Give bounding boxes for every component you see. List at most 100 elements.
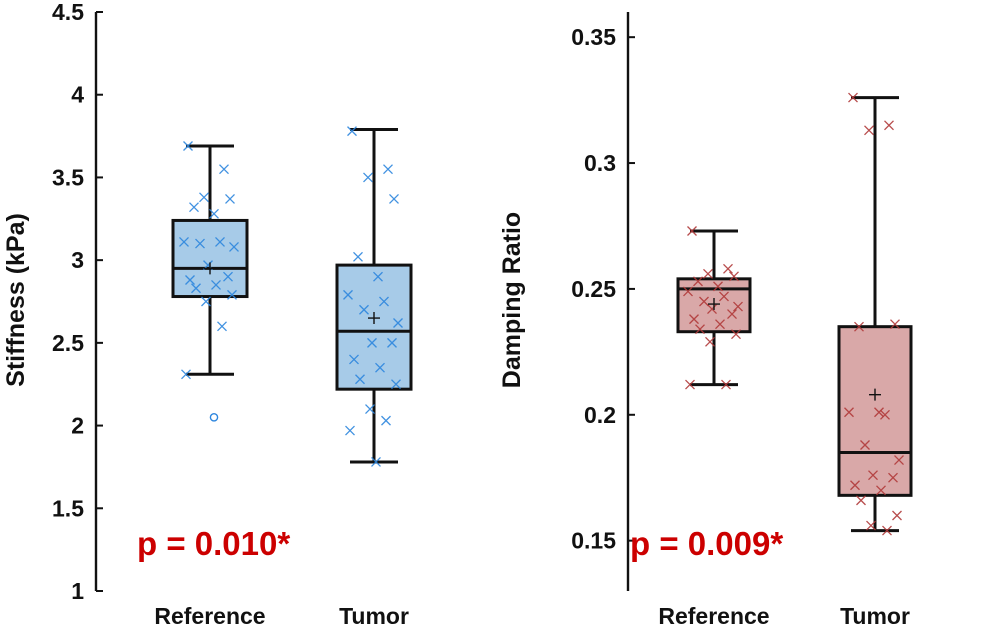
data-point — [183, 141, 193, 151]
data-point — [375, 362, 385, 373]
y-tick-label: 0.25 — [571, 276, 616, 302]
data-point — [733, 301, 743, 312]
data-point — [353, 251, 363, 262]
data-point — [707, 304, 717, 315]
data-point — [345, 425, 355, 436]
data-point — [890, 319, 900, 330]
data-point — [723, 263, 733, 274]
data-point — [189, 202, 199, 213]
data-point — [215, 236, 225, 247]
data-point — [719, 291, 729, 302]
y-tick-label: 1 — [71, 578, 84, 604]
data-point — [731, 329, 741, 340]
data-point — [729, 271, 739, 282]
data-point — [393, 318, 403, 328]
p-value-annotation: p = 0.010* — [137, 525, 290, 562]
y-tick-label: 2.5 — [52, 330, 84, 356]
data-point — [373, 271, 383, 282]
data-point — [860, 440, 870, 450]
data-point — [876, 485, 886, 496]
data-point — [894, 455, 904, 466]
data-point — [695, 324, 705, 335]
box-group-tumor: Tumor — [335, 126, 413, 629]
mean-marker — [708, 298, 720, 311]
iqr-box — [335, 263, 413, 391]
data-point — [884, 120, 894, 131]
data-point — [367, 337, 377, 348]
data-point — [185, 275, 195, 285]
x-category-label: Reference — [658, 603, 769, 629]
data-point — [363, 172, 373, 183]
data-point — [683, 286, 693, 297]
data-point — [379, 296, 389, 307]
y-tick-label: 1.5 — [52, 495, 84, 521]
data-point — [195, 238, 205, 249]
data-point — [347, 126, 357, 137]
data-point — [685, 379, 695, 390]
data-point — [727, 309, 737, 320]
data-point — [715, 319, 725, 330]
data-point — [349, 354, 359, 365]
mean-marker — [368, 312, 380, 325]
outlier-point — [209, 412, 219, 422]
data-point — [693, 276, 703, 287]
y-tick-label: 0.2 — [584, 402, 616, 428]
data-point — [868, 470, 878, 481]
y-tick-label: 0.35 — [571, 24, 616, 50]
x-category-label: Tumor — [840, 603, 910, 629]
data-point — [343, 289, 353, 300]
data-point — [381, 415, 391, 426]
data-point — [229, 241, 239, 252]
data-point — [391, 379, 401, 390]
y-tick-label: 3.5 — [52, 164, 84, 190]
data-point — [689, 314, 699, 325]
y-tick-label: 3 — [71, 247, 84, 273]
data-point — [201, 296, 211, 307]
data-point — [209, 208, 219, 219]
data-point — [866, 520, 876, 531]
data-point — [223, 271, 233, 282]
data-point — [699, 296, 709, 307]
y-axis-label: Damping Ratio — [498, 212, 526, 388]
data-point — [211, 279, 221, 290]
data-point — [848, 92, 858, 103]
data-point — [874, 407, 884, 418]
data-point — [713, 281, 723, 292]
data-point — [856, 495, 866, 506]
data-point — [181, 369, 191, 380]
data-point — [383, 164, 393, 175]
y-tick-label: 0.15 — [571, 528, 616, 554]
data-point — [844, 407, 854, 418]
box-group-reference: Reference — [658, 226, 770, 629]
y-tick-label: 4.5 — [52, 0, 84, 25]
x-category-label: Reference — [154, 603, 265, 629]
data-point — [355, 374, 365, 385]
x-category-label: Tumor — [339, 603, 409, 629]
data-point — [888, 472, 898, 483]
stiffness-panel: 1 1.5 2 2.5 3 3.5 4 4.5 Stiffness (kPa) Reference… — [2, 0, 413, 629]
data-point — [880, 409, 890, 420]
y-tick-label: 0.3 — [584, 150, 616, 176]
data-point — [217, 321, 227, 332]
data-point — [371, 457, 381, 467]
y-axis-label: Stiffness (kPa) — [2, 213, 30, 387]
data-point — [850, 480, 860, 491]
p-value-annotation: p = 0.009* — [630, 525, 783, 562]
mean-marker — [869, 388, 881, 401]
data-point — [705, 336, 715, 347]
data-point — [219, 164, 229, 175]
mean-marker — [204, 262, 216, 275]
data-point — [882, 525, 892, 536]
data-point — [687, 226, 697, 236]
iqr-box — [171, 218, 249, 299]
data-point — [191, 283, 201, 294]
data-point — [854, 321, 864, 332]
data-point — [365, 404, 375, 414]
data-point — [703, 268, 713, 279]
y-tick-label: 4 — [71, 82, 84, 108]
data-point — [179, 236, 189, 247]
data-point — [225, 193, 235, 204]
data-point — [721, 379, 731, 390]
data-point — [199, 192, 209, 203]
